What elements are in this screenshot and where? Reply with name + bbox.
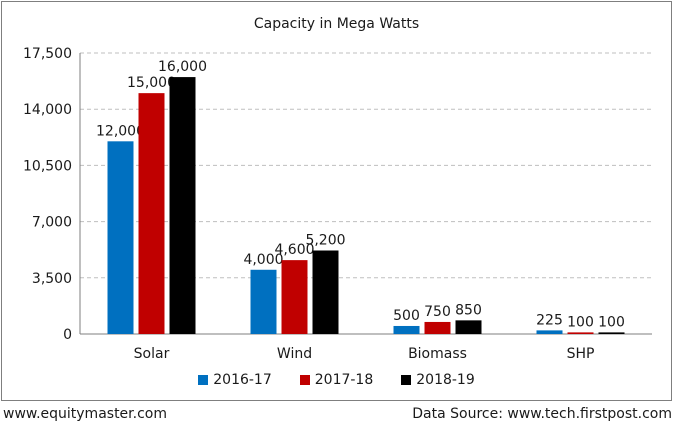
x-tick-label: Biomass — [408, 346, 467, 362]
y-tick-label: 3,500 — [32, 271, 72, 287]
data-label: 100 — [598, 314, 625, 330]
legend-item: 2017-18 — [299, 372, 374, 388]
chart-title: Capacity in Mega Watts — [253, 16, 420, 32]
data-label: 4,600 — [274, 242, 314, 258]
bar-solar-2017-18 — [138, 93, 165, 335]
legend-label: 2016-17 — [213, 372, 272, 388]
bar-biomass-2016-17 — [393, 325, 420, 334]
data-label: 225 — [536, 312, 563, 328]
data-label: 4,000 — [243, 252, 283, 268]
footer-source-site: www.equitymaster.com — [3, 406, 167, 422]
bar-wind-2017-18 — [281, 260, 308, 334]
data-label: 5,200 — [305, 233, 345, 249]
data-label: 500 — [393, 308, 420, 324]
y-tick-label: 7,000 — [32, 215, 72, 231]
bar-shp-2018-19 — [598, 332, 625, 334]
data-label: 16,000 — [158, 59, 207, 75]
bar-solar-2018-19 — [169, 77, 196, 334]
bar-biomass-2017-18 — [424, 321, 451, 334]
y-tick-label: 17,500 — [23, 46, 72, 62]
bar-biomass-2018-19 — [455, 320, 482, 334]
legend-label: 2017-18 — [314, 372, 374, 388]
y-tick-label: 10,500 — [23, 158, 72, 174]
legend-label: 2018-19 — [416, 372, 475, 388]
legend-swatch — [198, 375, 209, 385]
data-label: 850 — [455, 302, 482, 318]
data-label: 100 — [567, 314, 594, 330]
data-label: 12,000 — [96, 123, 145, 139]
x-tick-label: SHP — [567, 346, 595, 362]
legend-swatch — [299, 375, 310, 385]
footer-data-source: Data Source: www.tech.firstpost.com — [412, 406, 672, 422]
y-tick-label: 0 — [63, 327, 72, 343]
bar-shp-2017-18 — [567, 332, 594, 334]
data-label: 750 — [424, 304, 451, 320]
legend-item: 2018-19 — [401, 372, 475, 388]
y-tick-label: 14,000 — [23, 102, 72, 118]
bar-wind-2018-19 — [312, 250, 339, 334]
data-label: 15,000 — [127, 75, 176, 91]
bar-wind-2016-17 — [250, 269, 277, 334]
chart-legend: 2016-17 2017-18 2018-19 — [0, 372, 673, 388]
x-tick-label: Solar — [134, 346, 170, 362]
legend-swatch — [401, 375, 412, 385]
x-tick-label: Wind — [277, 346, 312, 362]
bar-shp-2016-17 — [536, 330, 563, 334]
bar-solar-2016-17 — [107, 141, 134, 334]
legend-item: 2016-17 — [198, 372, 272, 388]
